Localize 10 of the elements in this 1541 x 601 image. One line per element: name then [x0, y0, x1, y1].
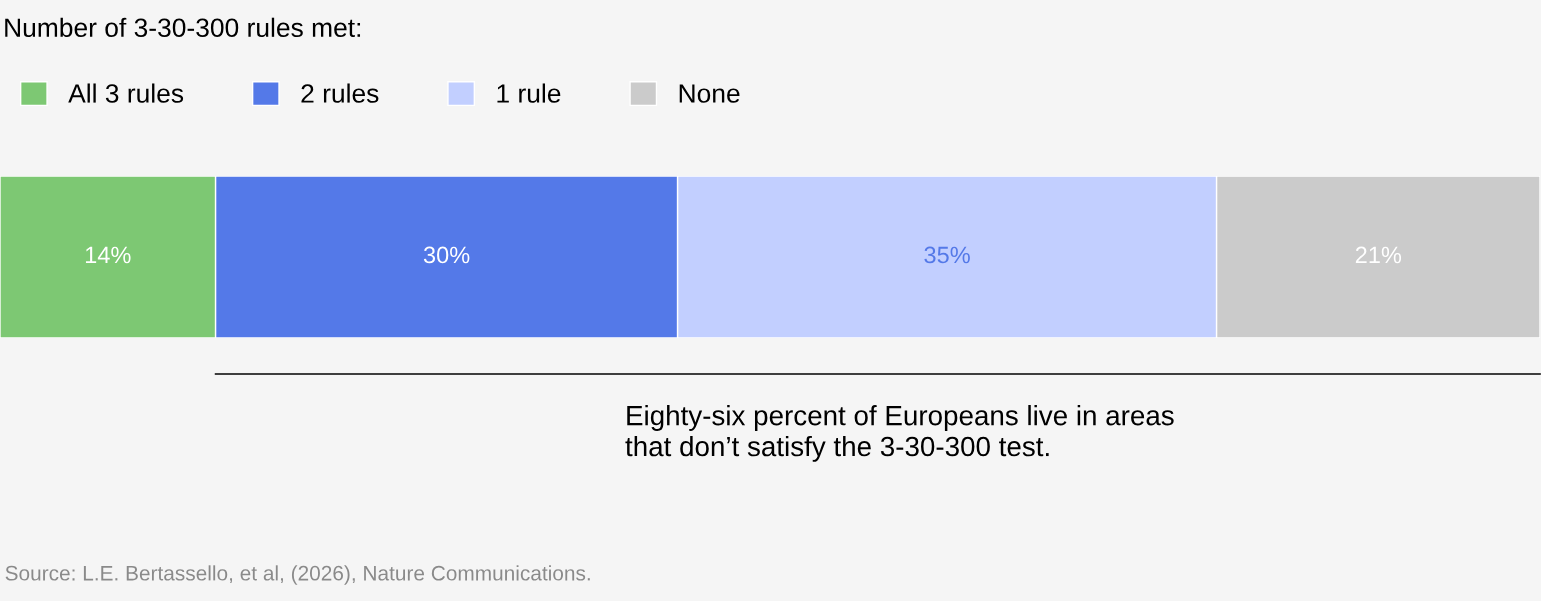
data-label: 14% [85, 246, 131, 264]
source-note: Source: L.E. Bertassello, et al, (2026), Nature Communications. [5, 565, 590, 585]
text: Eighty-six percent of Europeans live in areas that don’t satisfy the 3-30-300 test. [625, 405, 1174, 462]
legend-label: 1 rule [497, 83, 561, 103]
legend-title: Number of 3-30-300 rules met: [5, 17, 361, 38]
data-label: 30% [423, 246, 470, 264]
legend-label: All 3 rules [68, 83, 184, 103]
legend-label: 2 rules [301, 83, 379, 103]
data-label: 35% [924, 246, 970, 264]
legend-label: None [679, 84, 740, 103]
